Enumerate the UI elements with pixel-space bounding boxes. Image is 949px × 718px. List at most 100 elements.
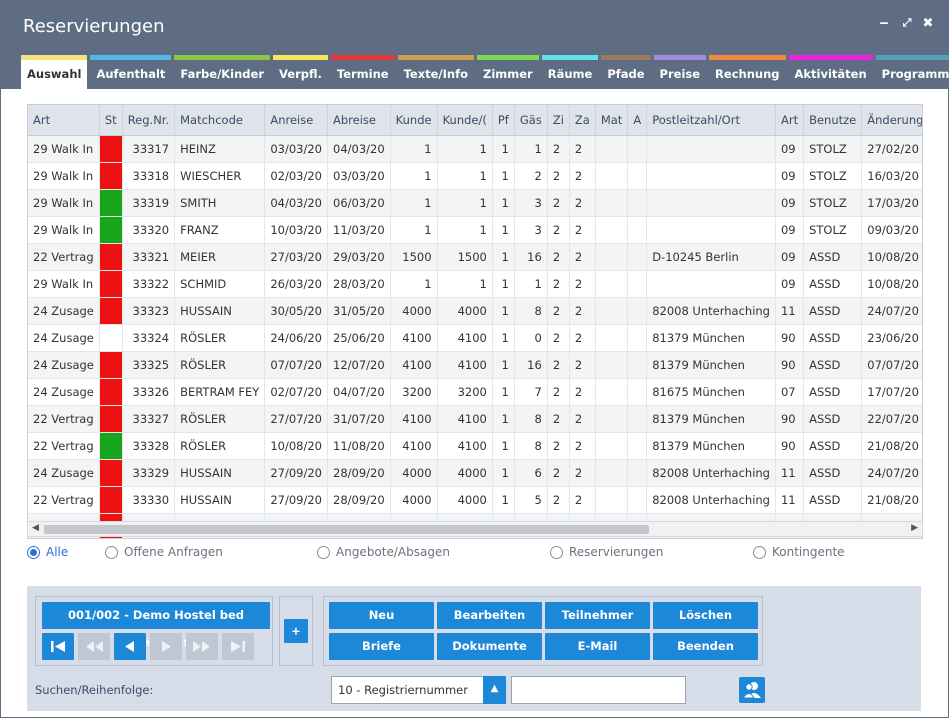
letters-button[interactable]: Briefe: [329, 633, 434, 660]
table-row[interactable]: 29 Walk In033318WIESCHER02/03/2003/03/20…: [28, 162, 922, 190]
category-button[interactable]: 001/002 - Demo Hostel bed categories: [42, 602, 270, 649]
scroll-right-icon[interactable]: ▶: [911, 523, 918, 533]
filter-radio-offene-anfragen[interactable]: Offene Anfragen: [105, 545, 223, 559]
column-header[interactable]: Postleitzahl/Ort: [646, 105, 776, 136]
column-header[interactable]: Art: [775, 105, 805, 136]
tab-termine[interactable]: Termine: [330, 55, 395, 89]
filter-radio-angebote-absagen[interactable]: Angebote/Absagen: [317, 545, 450, 559]
filter-radio-alle[interactable]: Alle: [27, 545, 68, 559]
column-header[interactable]: Benutze: [803, 105, 863, 136]
table-row[interactable]: 29 Walk In033319SMITH04/03/2006/03/20111…: [28, 189, 922, 217]
column-header[interactable]: Reg.Nr.: [122, 105, 176, 136]
table-cell: 11/03/20: [327, 216, 391, 244]
radio-icon[interactable]: [550, 545, 563, 559]
sort-order-select[interactable]: 10 - Registriernummer: [331, 676, 506, 704]
first-record-button[interactable]: [42, 633, 74, 660]
tab-verpfl-[interactable]: Verpfl.: [273, 55, 328, 89]
column-header[interactable]: Kunde: [390, 105, 438, 136]
last-record-button[interactable]: [222, 633, 254, 660]
column-header[interactable]: Zi: [547, 105, 570, 136]
status-cell: [99, 324, 123, 352]
new-button[interactable]: Neu: [329, 602, 434, 629]
column-header[interactable]: St: [99, 105, 123, 136]
column-header[interactable]: Art: [28, 105, 100, 136]
email-button[interactable]: E-Mail: [545, 633, 650, 660]
table-row[interactable]: 24 Zusage033323HUSSAIN30/05/2031/05/2040…: [28, 297, 922, 325]
table-cell: [646, 189, 776, 217]
table-row[interactable]: 29 Walk In033317HEINZ03/03/2004/03/20111…: [28, 135, 922, 163]
table-cell: [595, 297, 629, 325]
add-button[interactable]: +: [284, 619, 308, 643]
documents-button[interactable]: Dokumente: [437, 633, 542, 660]
user-search-button[interactable]: [739, 677, 765, 703]
close-icon[interactable]: ✖: [922, 16, 934, 31]
table-row[interactable]: 24 Zusage033325RÖSLER07/07/2012/07/20410…: [28, 351, 922, 379]
table-row[interactable]: 29 Walk In033322SCHMID26/03/2028/03/2011…: [28, 270, 922, 298]
column-header[interactable]: Änderung: [861, 105, 922, 136]
tab-farbe-kinder[interactable]: Farbe/Kinder: [174, 55, 271, 89]
column-header[interactable]: A: [627, 105, 648, 136]
column-header[interactable]: Mat: [595, 105, 629, 136]
exit-button[interactable]: Beenden: [653, 633, 758, 660]
delete-button[interactable]: Löschen: [653, 602, 758, 629]
table-row[interactable]: 22 Vertrag033328RÖSLER10/08/2011/08/2041…: [28, 432, 922, 460]
tab-rechnung[interactable]: Rechnung: [709, 55, 786, 89]
table-row[interactable]: 24 Zusage033326BERTRAM FEY02/07/2004/07/…: [28, 378, 922, 406]
grid-header-row: Art St Reg.Nr. Matchcode Anreise Abreise Kunde…: [28, 105, 922, 136]
table-row[interactable]: 24 Zusage033329HUSSAIN27/09/2028/09/2040…: [28, 459, 922, 487]
scroll-left-icon[interactable]: ◀: [32, 523, 39, 533]
search-input[interactable]: [511, 676, 686, 704]
minimize-icon[interactable]: ‒: [879, 16, 889, 31]
column-header[interactable]: Abreise: [327, 105, 391, 136]
table-row[interactable]: 22 Vertrag033321MEIER27/03/2029/03/20150…: [28, 243, 922, 271]
table-cell: [595, 405, 629, 433]
radio-icon[interactable]: [105, 545, 118, 559]
filter-radio-reservierungen[interactable]: Reservierungen: [550, 545, 663, 559]
radio-label: Offene Anfragen: [124, 545, 223, 559]
tab-pfade[interactable]: Pfade: [601, 55, 651, 89]
fast-back-button[interactable]: [78, 633, 110, 660]
table-cell: [627, 324, 648, 352]
tab-zimmer[interactable]: Zimmer: [477, 55, 539, 89]
column-header[interactable]: Anreise: [264, 105, 328, 136]
table-cell: 27/09/20: [264, 459, 328, 487]
tab-aktivitäten[interactable]: Aktivitäten: [788, 55, 873, 89]
tab-auswahl[interactable]: Auswahl: [21, 55, 88, 90]
radio-icon[interactable]: [317, 545, 330, 559]
table-cell: 29 Walk In: [28, 189, 100, 217]
column-header[interactable]: Pf: [492, 105, 515, 136]
table-cell: 09: [775, 162, 805, 190]
maximize-icon[interactable]: ⤢: [902, 16, 912, 29]
table-cell: 16/03/20: [861, 162, 922, 190]
table-row[interactable]: 24 Zusage 33324 RÖSLER 24/06/20 25/06/20 4100…: [28, 324, 922, 352]
table-cell: 90: [775, 405, 805, 433]
edit-button[interactable]: Bearbeiten: [437, 602, 542, 629]
column-header[interactable]: Matchcode: [174, 105, 266, 136]
table-row[interactable]: 22 Vertrag033330HUSSAIN27/09/2028/09/204…: [28, 486, 922, 514]
previous-button[interactable]: [114, 633, 146, 660]
column-header[interactable]: Gäs: [514, 105, 548, 136]
table-cell: 4000: [437, 459, 493, 487]
column-header[interactable]: Kunde/(: [437, 105, 493, 136]
next-button[interactable]: [150, 633, 182, 660]
tab-aufenthalt[interactable]: Aufenthalt: [90, 55, 172, 89]
tab-preise[interactable]: Preise: [653, 55, 707, 89]
chevron-up-icon[interactable]: ▲: [483, 676, 506, 704]
radio-icon[interactable]: [753, 545, 766, 559]
table-row[interactable]: 22 Vertrag033327RÖSLER27/07/2031/07/2041…: [28, 405, 922, 433]
fast-forward-button[interactable]: [186, 633, 218, 660]
table-cell: 29 Walk In: [28, 270, 100, 298]
table-row[interactable]: 29 Walk In033320FRANZ10/03/2011/03/20111…: [28, 216, 922, 244]
horizontal-scrollbar[interactable]: ◀ ▶: [27, 521, 923, 537]
scrollbar-thumb[interactable]: [44, 525, 649, 534]
table-cell: [595, 270, 629, 298]
radio-icon[interactable]: [27, 545, 40, 559]
tab-räume[interactable]: Räume: [541, 55, 599, 89]
participants-button[interactable]: Teilnehmer: [545, 602, 650, 629]
column-header[interactable]: Za: [569, 105, 596, 136]
table-cell: 33328: [122, 432, 176, 460]
tab-programm[interactable]: Programm: [875, 55, 949, 89]
navigation-panel: 001/002 - Demo Hostel bed categories: [35, 596, 273, 666]
tab-texte-info[interactable]: Texte/Info: [397, 55, 474, 89]
filter-radio-kontingente[interactable]: Kontingente: [753, 545, 845, 559]
